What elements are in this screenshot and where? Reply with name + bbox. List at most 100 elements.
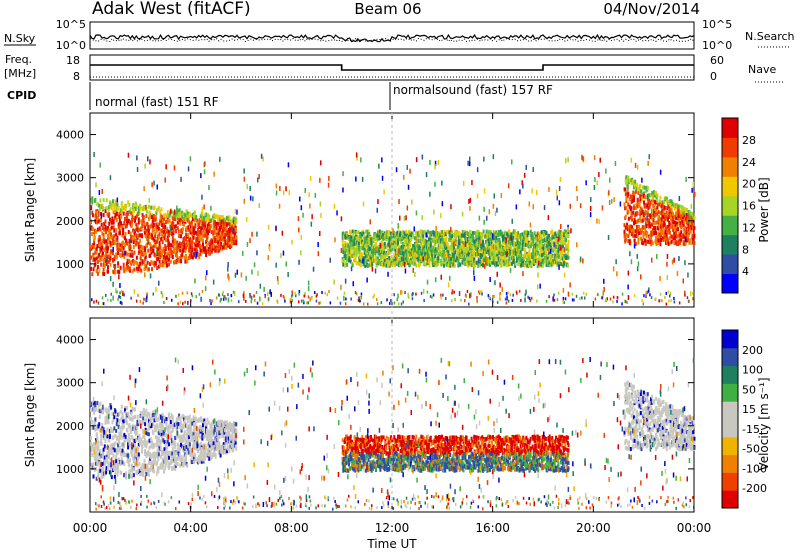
power-ground-noise bbox=[91, 298, 93, 302]
power-echo bbox=[415, 253, 418, 258]
power-ground-noise bbox=[177, 293, 180, 297]
power-echo bbox=[394, 237, 397, 242]
power-echo bbox=[520, 246, 523, 251]
power-echo bbox=[196, 218, 199, 223]
power-noise bbox=[406, 205, 409, 211]
power-echo bbox=[530, 236, 533, 241]
power-echo bbox=[138, 249, 141, 254]
power-echo bbox=[385, 237, 388, 242]
power-echo bbox=[203, 226, 206, 231]
power-echo bbox=[661, 214, 664, 219]
power-noise bbox=[443, 252, 445, 258]
power-echo bbox=[102, 226, 104, 231]
power-echo bbox=[555, 252, 557, 257]
power-echo bbox=[224, 243, 227, 248]
power-echo bbox=[692, 213, 695, 218]
power-echo bbox=[541, 242, 544, 247]
power-noise bbox=[426, 279, 429, 285]
power-echo bbox=[561, 256, 564, 261]
power-echo bbox=[395, 245, 398, 250]
power-ground-noise bbox=[146, 292, 148, 296]
power-echo bbox=[432, 236, 435, 241]
power-echo bbox=[660, 228, 662, 233]
power-echo bbox=[675, 213, 678, 217]
power-noise bbox=[426, 257, 428, 263]
power-echo bbox=[177, 216, 180, 221]
power-echo bbox=[651, 191, 654, 196]
power-echo bbox=[228, 237, 231, 242]
power-echo bbox=[633, 194, 635, 199]
power-echo bbox=[447, 263, 450, 268]
power-echo bbox=[173, 214, 176, 219]
power-echo bbox=[526, 253, 529, 258]
power-echo bbox=[118, 242, 121, 247]
power-echo bbox=[499, 254, 502, 259]
power-echo bbox=[158, 259, 161, 264]
power-noise bbox=[291, 239, 293, 245]
power-echo bbox=[525, 237, 528, 241]
power-noise bbox=[297, 216, 300, 222]
power-echo bbox=[124, 204, 126, 208]
power-echo bbox=[527, 231, 530, 235]
power-noise bbox=[126, 220, 129, 226]
power-echo bbox=[443, 241, 446, 246]
power-echo bbox=[169, 259, 172, 264]
power-echo bbox=[546, 244, 549, 249]
power-echo bbox=[103, 272, 106, 276]
power-echo bbox=[427, 244, 430, 249]
power-echo bbox=[658, 223, 661, 228]
power-echo bbox=[653, 190, 656, 195]
power-echo bbox=[667, 199, 670, 204]
nsky-label: N.Sky bbox=[4, 32, 36, 45]
power-echo bbox=[357, 261, 360, 266]
power-echo bbox=[645, 224, 648, 229]
power-ground-noise bbox=[230, 299, 233, 303]
power-echo bbox=[673, 231, 676, 236]
power-noise bbox=[619, 201, 622, 207]
power-echo bbox=[492, 252, 495, 257]
power-noise bbox=[405, 215, 407, 221]
power-echo bbox=[193, 210, 196, 215]
power-echo bbox=[187, 245, 190, 250]
power-echo bbox=[388, 241, 391, 245]
power-noise bbox=[198, 236, 200, 241]
power-echo bbox=[121, 209, 124, 214]
power-echo bbox=[533, 231, 536, 236]
power-noise bbox=[569, 282, 571, 288]
power-echo bbox=[413, 255, 416, 260]
power-echo bbox=[235, 235, 238, 240]
power-echo bbox=[657, 219, 660, 224]
power-noise bbox=[488, 209, 491, 215]
power-ground-noise bbox=[238, 300, 240, 304]
power-echo bbox=[626, 184, 629, 189]
power-echo bbox=[426, 248, 429, 252]
power-noise bbox=[579, 203, 582, 209]
power-echo bbox=[202, 220, 205, 225]
power-echo bbox=[633, 229, 636, 234]
power-noise bbox=[371, 266, 374, 272]
power-echo bbox=[552, 234, 555, 239]
power-echo bbox=[461, 243, 464, 248]
power-ground-noise bbox=[528, 296, 531, 300]
power-echo bbox=[504, 257, 507, 262]
power-ground-noise bbox=[464, 299, 466, 303]
power-echo bbox=[396, 230, 399, 235]
power-echo bbox=[466, 232, 469, 236]
power-echo bbox=[462, 230, 465, 235]
power-noise bbox=[521, 180, 523, 186]
power-noise bbox=[576, 195, 578, 201]
power-echo bbox=[379, 251, 382, 256]
power-noise bbox=[543, 205, 546, 211]
power-echo bbox=[137, 267, 140, 271]
power-echo bbox=[672, 236, 675, 241]
power-echo bbox=[344, 241, 347, 246]
power-ground-noise bbox=[220, 297, 222, 301]
power-echo bbox=[208, 214, 211, 219]
power-echo bbox=[209, 245, 212, 250]
power-ground-noise bbox=[432, 293, 435, 297]
power-echo bbox=[492, 238, 494, 243]
power-echo bbox=[105, 226, 108, 231]
power-echo bbox=[666, 239, 669, 244]
power-noise bbox=[511, 159, 513, 165]
power-echo bbox=[224, 217, 227, 222]
